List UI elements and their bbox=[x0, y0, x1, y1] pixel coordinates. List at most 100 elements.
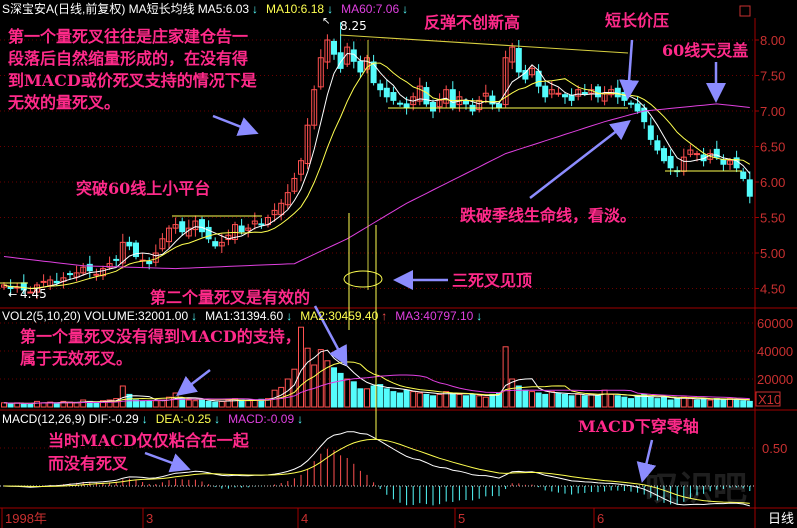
candle-body bbox=[628, 102, 634, 105]
candle bbox=[166, 225, 172, 249]
candle-body bbox=[694, 153, 700, 156]
volume-bar bbox=[423, 393, 430, 408]
candle-body bbox=[67, 273, 73, 276]
candle-body bbox=[601, 92, 608, 102]
candle-body bbox=[172, 224, 179, 229]
volume-bar bbox=[383, 388, 390, 408]
candle-body bbox=[40, 280, 47, 283]
candle bbox=[680, 148, 687, 176]
x-tick-label: 1998年 bbox=[5, 511, 47, 526]
volume-bar bbox=[661, 396, 667, 408]
annotation-line: 段落后自然缩量形成的，在没有得 bbox=[8, 49, 248, 68]
candle-body bbox=[390, 92, 397, 101]
candle bbox=[304, 118, 311, 170]
candle-body bbox=[284, 192, 291, 206]
candle-body bbox=[146, 261, 153, 265]
volume-bar bbox=[53, 403, 60, 408]
volume-bar bbox=[377, 384, 384, 408]
candle bbox=[608, 85, 615, 98]
arrow-macd-zero-icon bbox=[636, 439, 657, 483]
candle bbox=[509, 42, 516, 70]
volume-bar bbox=[119, 385, 126, 408]
resistance-trendline bbox=[339, 34, 629, 54]
volume-bar bbox=[416, 392, 423, 408]
candle-body bbox=[159, 238, 166, 250]
low-price-label: 4.45 bbox=[20, 287, 47, 301]
volume-bar bbox=[146, 400, 153, 408]
candle bbox=[271, 203, 278, 222]
price-tick-label: 4.50 bbox=[760, 282, 785, 297]
candle-body bbox=[100, 268, 106, 277]
candle bbox=[601, 86, 608, 106]
candle-body bbox=[278, 202, 285, 216]
volume-bar bbox=[304, 347, 311, 408]
candle-body bbox=[562, 94, 568, 98]
candle-body bbox=[581, 92, 588, 95]
volume-bar bbox=[621, 396, 628, 408]
candle bbox=[542, 81, 549, 103]
candle-body bbox=[641, 107, 648, 123]
volume-bar bbox=[113, 398, 120, 408]
ma60-down-arrow-icon: ↓ bbox=[402, 2, 408, 16]
volume-bar bbox=[522, 389, 529, 408]
volume-bar bbox=[614, 395, 621, 408]
volume-bar bbox=[357, 388, 364, 408]
low-marker-icon: ← bbox=[8, 288, 17, 301]
candle-body bbox=[416, 85, 423, 102]
x-tick-label: 6 bbox=[597, 511, 604, 526]
x-tick-label: 3 bbox=[146, 511, 153, 526]
price-tick-label: 5.00 bbox=[760, 246, 785, 261]
annotation-first-vol-cross: 第一个量死叉往往是庄家建仓告一 段落后自然缩量形成的，在没有得 到MACD或价死… bbox=[7, 27, 257, 112]
vol-down-arrow-icon: ↓ bbox=[191, 309, 197, 323]
candle-body bbox=[476, 99, 483, 111]
candle bbox=[377, 79, 384, 97]
volume-bar bbox=[555, 392, 562, 408]
candle bbox=[416, 77, 423, 106]
arrow-ma-pressure-icon bbox=[619, 39, 640, 100]
candle-body bbox=[509, 46, 516, 63]
volume-bar bbox=[390, 391, 397, 408]
volume-bar bbox=[489, 393, 496, 408]
candle bbox=[126, 236, 133, 251]
candle bbox=[225, 229, 232, 246]
candle bbox=[344, 42, 351, 67]
candle bbox=[218, 233, 225, 253]
candle bbox=[40, 274, 47, 288]
ma10-down-arrow-icon: ↓ bbox=[327, 2, 333, 16]
volume-bar bbox=[628, 398, 634, 408]
volume-bar bbox=[179, 398, 186, 408]
volume-bar bbox=[713, 398, 720, 408]
volume-bar bbox=[469, 393, 476, 408]
candle-body bbox=[555, 92, 562, 95]
volume-bar bbox=[93, 402, 100, 408]
dea-line bbox=[3, 438, 750, 504]
volume-bar bbox=[251, 399, 258, 408]
candle-body bbox=[205, 226, 212, 240]
period-label[interactable]: 日线 bbox=[768, 511, 794, 526]
volume-bar bbox=[284, 378, 291, 408]
volume-bar bbox=[502, 346, 509, 408]
volume-bar bbox=[542, 393, 549, 408]
candle bbox=[641, 103, 648, 129]
volume-bar bbox=[720, 399, 727, 408]
volume-bar bbox=[482, 396, 489, 408]
annotation-macd-glued-line1: 当时MACD仅仅粘合在一起 bbox=[48, 431, 250, 450]
ma10-readout: MA10:6.18 bbox=[266, 2, 324, 16]
candle bbox=[265, 214, 271, 228]
candle bbox=[159, 233, 166, 252]
volume-bar bbox=[509, 378, 516, 408]
candle-body bbox=[357, 60, 364, 73]
volume-bar bbox=[733, 399, 740, 408]
annotation-break-ma60: 跌破季线生命线，看淡。 bbox=[460, 206, 636, 225]
volume-bar bbox=[436, 393, 443, 408]
volume-bar bbox=[515, 385, 522, 408]
window-toggle-icon[interactable] bbox=[739, 5, 751, 17]
candle bbox=[370, 54, 377, 86]
dea-arrow-icon: ↓ bbox=[214, 412, 220, 426]
candle bbox=[27, 286, 34, 294]
volume-bar bbox=[647, 396, 654, 408]
volume-bar bbox=[595, 395, 601, 408]
candle-body bbox=[568, 94, 575, 101]
volume-tick-label: 60000 bbox=[757, 316, 793, 331]
